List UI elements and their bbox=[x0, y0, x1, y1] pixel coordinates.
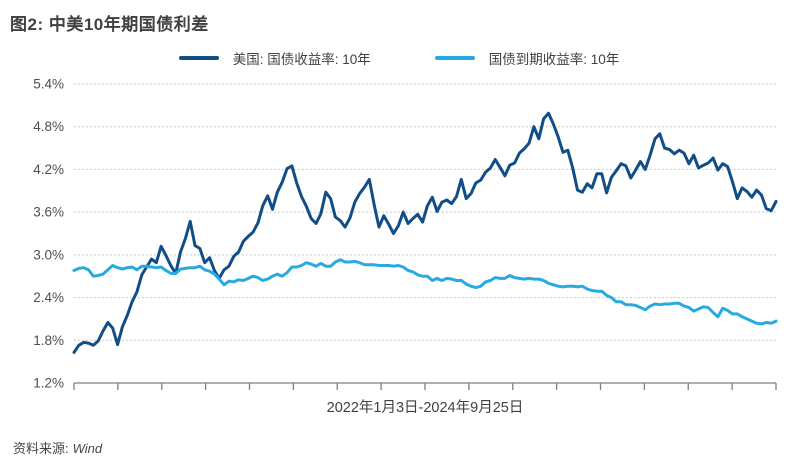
source-label: 资料来源: bbox=[13, 441, 69, 456]
y-tick-label: 2.4% bbox=[33, 290, 64, 305]
cn-line-swatch-icon bbox=[434, 56, 475, 60]
legend-item-us: 美国: 国债收益率: 10年 bbox=[178, 48, 371, 68]
y-tick-label: 4.2% bbox=[33, 162, 64, 177]
y-tick-label: 1.8% bbox=[33, 333, 64, 348]
y-tick-label: 1.2% bbox=[33, 376, 64, 391]
legend-item-cn: 国债到期收益率: 10年 bbox=[434, 48, 620, 68]
y-tick-label: 5.4% bbox=[33, 77, 64, 92]
legend-label-cn: 国债到期收益率: 10年 bbox=[488, 52, 620, 67]
source-value: Wind bbox=[72, 441, 103, 456]
y-tick-label: 3.0% bbox=[33, 247, 64, 262]
y-tick-label: 4.8% bbox=[33, 119, 64, 134]
cn-10y-yield-line bbox=[72, 258, 778, 326]
us-10y-yield-line bbox=[72, 111, 778, 354]
legend-label-us: 美国: 国债收益率: 10年 bbox=[232, 52, 371, 67]
us-line-swatch-icon bbox=[178, 56, 219, 60]
source-note: 资料来源: Wind bbox=[13, 438, 102, 457]
page-title: 图2: 中美10年期国债利差 bbox=[10, 15, 209, 34]
x-axis-label: 2022年1月3日-2024年9月25日 bbox=[326, 400, 524, 416]
y-tick-label: 3.6% bbox=[33, 205, 64, 220]
chart-legend: 美国: 国债收益率: 10年 国债到期收益率: 10年 bbox=[0, 48, 798, 68]
